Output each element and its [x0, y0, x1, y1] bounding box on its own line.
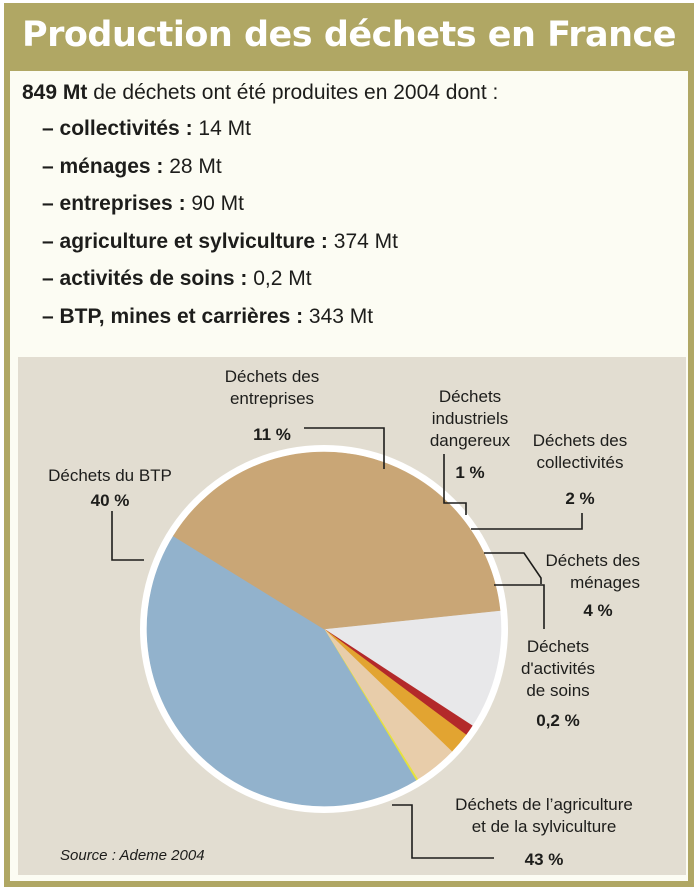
slice-label: d'activités	[521, 659, 595, 678]
slice-label: ménages	[570, 573, 640, 592]
slice-label: Déchets du BTP	[48, 466, 172, 485]
source-note: Source : Ademe 2004	[60, 847, 205, 864]
slice-percent-label: 4 %	[583, 601, 612, 620]
list-item-value: 374 Mt	[327, 229, 398, 253]
list-item: – agriculture et sylviculture : 374 Mt	[42, 229, 398, 267]
slice-label: Déchets des	[546, 551, 641, 570]
leader-line	[443, 454, 467, 515]
pie-slice-dechets-du-btp	[173, 451, 501, 630]
list-item-key: – collectivités :	[42, 117, 193, 140]
list-item-key: – entreprises :	[42, 192, 186, 215]
list-item-key: – BTP, mines et carrières :	[42, 304, 304, 328]
leader-line	[484, 552, 542, 584]
list-item-key: – ménages :	[42, 154, 164, 178]
pie-chart: Déchets des entreprises 11 % Déchets industr…	[48, 367, 641, 869]
slice-label: collectivités	[537, 453, 624, 472]
list-item-key: – agriculture et sylviculture :	[42, 229, 328, 253]
list-item: – BTP, mines et carrières : 343 Mt	[42, 304, 398, 342]
slice-percent-label: 2 %	[565, 489, 594, 508]
list-item-value: 14 Mt	[192, 117, 251, 140]
slice-label: Déchets de l’agriculture	[455, 795, 633, 814]
slice-label: Déchets	[527, 637, 589, 656]
list-item: – activités de soins : 0,2 Mt	[42, 266, 398, 304]
slice-percent-label: 11 %	[253, 425, 291, 444]
pie-slice-dechets-des-entreprises	[323, 610, 502, 727]
list-item: – collectivités : 14 Mt	[42, 116, 398, 154]
slice-label: dangereux	[430, 431, 511, 450]
page-title: Production des déchets en France	[21, 15, 677, 55]
list-item-key: – activités de soins :	[42, 267, 248, 290]
list-item-value: 28 Mt	[163, 154, 222, 178]
slice-percent-label: 43 %	[525, 850, 564, 869]
list-item-value: 0,2 Mt	[247, 267, 312, 290]
pie-chart-box: Déchets des entreprises 11 % Déchets industr…	[18, 357, 686, 875]
slice-label: Déchets des	[533, 431, 628, 450]
slice-label: de soins	[526, 681, 589, 700]
leader-line	[111, 511, 144, 561]
leader-line	[304, 427, 385, 469]
list-item: – ménages : 28 Mt	[42, 154, 398, 192]
leader-line	[494, 584, 545, 629]
list-item-value: 90 Mt	[185, 192, 244, 215]
slice-label: Déchets	[439, 387, 501, 406]
list-item-value: 343 Mt	[303, 304, 374, 328]
slice-label: entreprises	[230, 389, 314, 408]
list-item: – entreprises : 90 Mt	[42, 191, 398, 229]
content-panel: 849 Mt de déchets ont été produites en 2…	[10, 71, 688, 881]
slice-label: industriels	[432, 409, 509, 428]
slice-percent-label: 1 %	[455, 463, 484, 482]
slice-label: et de la sylviculture	[472, 817, 617, 836]
slice-percent-label: 40 %	[91, 491, 130, 510]
slice-percent-label: 0,2 %	[536, 711, 579, 730]
leader-line	[471, 513, 583, 530]
slice-label: Déchets des	[225, 367, 320, 386]
leader-line	[392, 804, 494, 859]
intro-line: 849 Mt de déchets ont été produites en 2…	[22, 81, 498, 105]
waste-breakdown-list: – collectivités : 14 Mt – ménages : 28 Mt…	[42, 116, 398, 341]
infographic-frame: Production des déchets en France 849 Mt …	[4, 3, 694, 887]
intro-text: de déchets ont été produites en 2004 don…	[87, 81, 499, 104]
pie-slice-dechets-de-l-agriculture-et-de-la-sylviculture	[146, 535, 417, 807]
total-amount: 849 Mt	[22, 81, 88, 104]
